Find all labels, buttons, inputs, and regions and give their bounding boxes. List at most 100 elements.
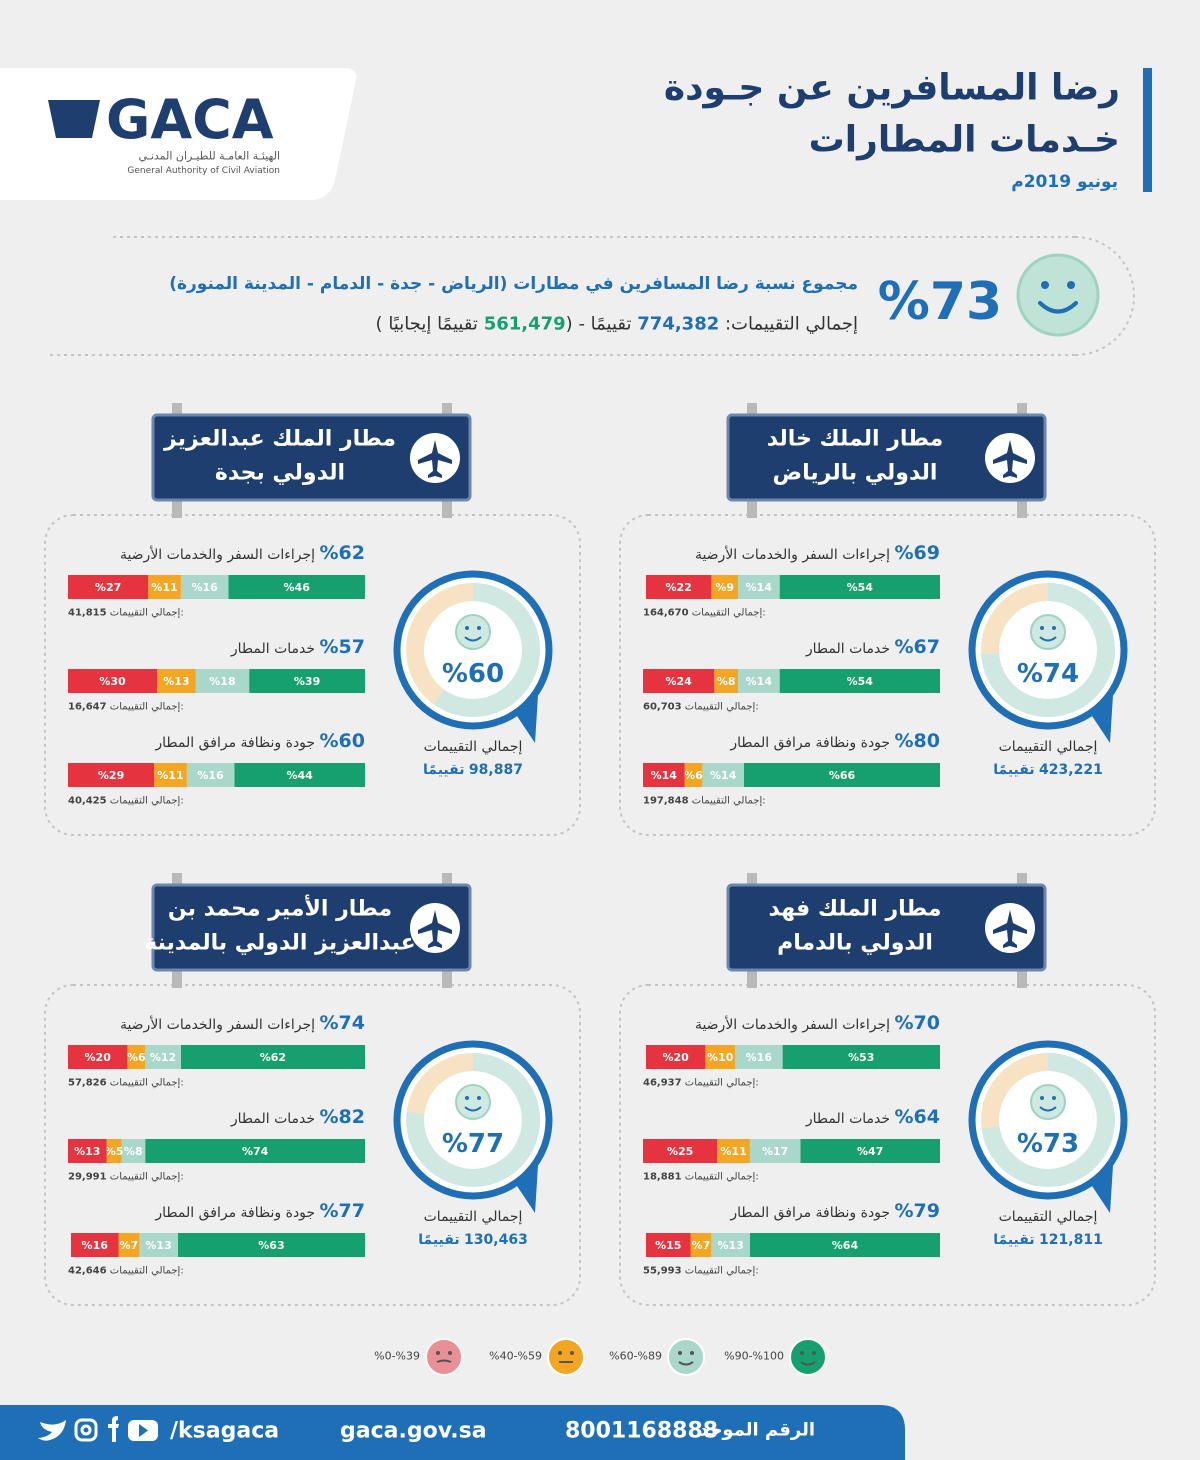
summary-totals: إجمالي التقييمات: 774,382 تقييمًا - (561… (375, 313, 858, 335)
bar-segment (749, 1139, 801, 1163)
bar-segment (154, 763, 187, 787)
rating-count: 60,703 إجمالي التقييمات: (643, 701, 759, 713)
logo-emblem (48, 100, 100, 138)
title: خـدمات المطارات (808, 119, 1120, 161)
bar-segment (684, 763, 703, 787)
gauge-arc (981, 583, 1115, 717)
segment-label: %6 (684, 769, 703, 782)
total-label: إجمالي التقييمات: (724, 313, 858, 335)
bar-segment (690, 1233, 712, 1257)
metric-percent: %57 (319, 636, 365, 659)
rating-count: 197,848 إجمالي التقييمات: (643, 795, 766, 807)
count-label: إجمالي التقييمات: (109, 1077, 184, 1089)
segment-label: %16 (197, 769, 224, 782)
segment-label: %74 (242, 1145, 269, 1158)
face-eye (1052, 1096, 1056, 1100)
count-value: 60,703 (643, 701, 682, 713)
metric-title: خدمات المطار (230, 641, 316, 658)
count-value: 164,670 (643, 607, 689, 619)
segment-label: %44 (286, 769, 313, 782)
segment-label: %25 (667, 1145, 693, 1158)
legend-label: %60-%89 (609, 1349, 662, 1363)
total-unit: تقييمًا (993, 761, 1035, 778)
count-label: إجمالي التقييمات: (684, 701, 759, 713)
overall-percent: %74 (1016, 659, 1080, 690)
face-eye (1067, 281, 1075, 289)
bar-segment (643, 669, 715, 693)
segment-label: %27 (95, 581, 121, 594)
metric-heading: %82 خدمات المطار (230, 1106, 365, 1129)
sign-board (151, 883, 472, 972)
bar-segment (749, 1233, 940, 1257)
total-value: 121,811 (1039, 1231, 1103, 1248)
rating-count: 42,646 إجمالي التقييمات: (68, 1265, 184, 1277)
face-eye (558, 1351, 562, 1355)
bar-segment (180, 1045, 365, 1069)
face-eye (1040, 1096, 1044, 1100)
count-label: إجمالي التقييمات: (109, 701, 184, 713)
sign-board (726, 413, 1047, 502)
count-value: 16,647 (68, 701, 107, 713)
count-label: إجمالي التقييمات: (109, 1265, 184, 1277)
metric-percent: %67 (894, 636, 940, 659)
legend-face (425, 1338, 463, 1376)
total-unit: تقييمًا (418, 1231, 460, 1248)
segment-label: %39 (294, 675, 320, 688)
metric-percent: %74 (319, 1012, 365, 1035)
segment-label: %15 (655, 1239, 681, 1252)
legend-face (667, 1338, 705, 1376)
total-value: 98,887 (468, 761, 523, 778)
segment-label: %10 (707, 1051, 734, 1064)
face-eye (678, 1351, 682, 1355)
segment-label: %16 (191, 581, 218, 594)
metric-title: خدمات المطار (230, 1111, 316, 1128)
total-label: إجمالي التقييمات (998, 1208, 1098, 1225)
total-line: 423,221 تقييمًا (993, 762, 1103, 778)
plane-icon (993, 440, 1027, 478)
gauge-face (455, 614, 491, 650)
segment-label: %54 (847, 675, 874, 688)
bar-segment (738, 669, 780, 693)
total-value: 423,221 (1039, 761, 1103, 778)
segment-label: %7 (692, 1239, 711, 1252)
metric-percent: %69 (894, 542, 940, 565)
total-value: 774,382 (637, 313, 720, 335)
face-eye (448, 1351, 452, 1355)
face-mouth (1039, 1106, 1057, 1112)
metric-heading: %70 إجراءات السفر والخدمات الأرضية (695, 1012, 940, 1035)
gauge-arc (406, 1053, 540, 1187)
bar-segment (743, 763, 940, 787)
bar-segment (121, 1139, 146, 1163)
segment-label: %14 (651, 769, 678, 782)
airport-name: الدولي بالدمام (777, 930, 933, 956)
airport-name: مطار الملك عبدالعزيز (164, 426, 396, 452)
bar-segment (157, 669, 196, 693)
segment-label: %16 (746, 1051, 773, 1064)
bar-segment (782, 1045, 940, 1069)
bar-segment (800, 1139, 940, 1163)
bar-segment (68, 669, 158, 693)
rating-count: 41,815 إجمالي التقييمات: (68, 607, 184, 619)
legend-face (547, 1338, 585, 1376)
segment-label: %46 (284, 581, 311, 594)
airport-name: الدولي بالرياض (772, 460, 938, 486)
count-value: 57,826 (68, 1077, 107, 1089)
segment-label: %29 (98, 769, 124, 782)
segment-label: %54 (847, 581, 874, 594)
bar-segment (702, 763, 744, 787)
count-label: إجمالي التقييمات: (109, 795, 184, 807)
metric-title: إجراءات السفر والخدمات الأرضية (694, 547, 891, 564)
segment-label: %13 (145, 1239, 171, 1252)
face-mouth (464, 636, 482, 642)
segment-label: %63 (258, 1239, 284, 1252)
bar-segment (70, 1233, 119, 1257)
rating-count: 18,881 إجمالي التقييمات: (643, 1171, 759, 1183)
bar-segment (711, 1233, 750, 1257)
segment-label: %8 (124, 1145, 143, 1158)
segment-label: %8 (717, 675, 736, 688)
face-eye (570, 1351, 574, 1355)
count-label: إجمالي التقييمات: (684, 1171, 759, 1183)
sign-board (151, 413, 472, 502)
segment-label: %66 (829, 769, 856, 782)
